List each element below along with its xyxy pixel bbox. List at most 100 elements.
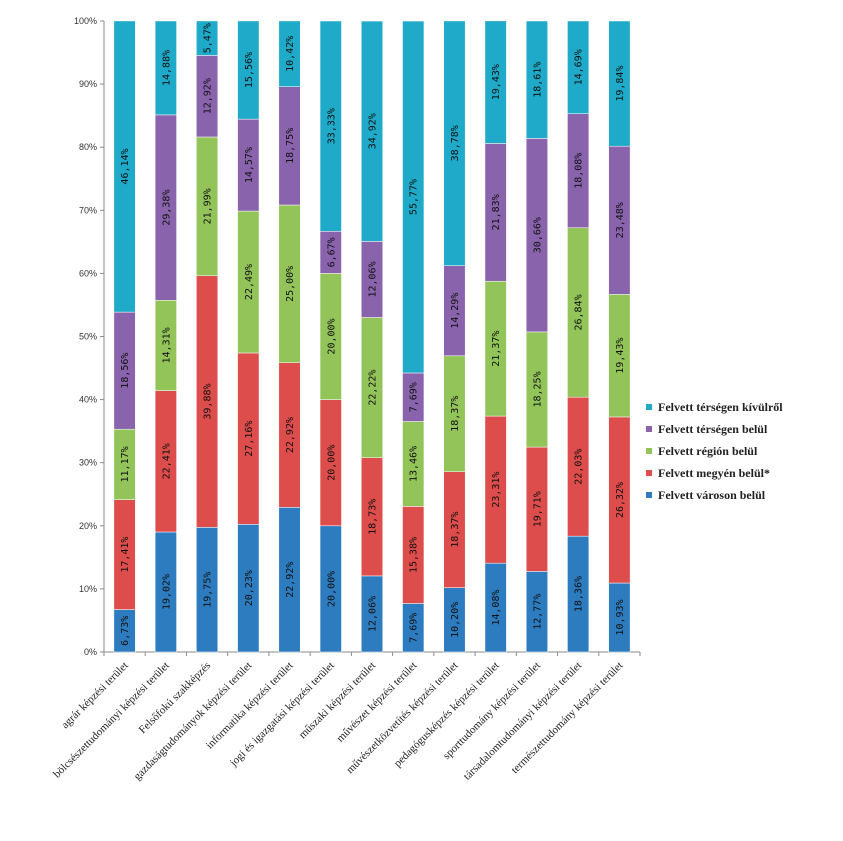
x-tick-label: műszaki képzési terület — [297, 660, 378, 741]
data-label: 21,37% — [491, 331, 502, 367]
y-tick-label: 30% — [79, 458, 97, 468]
chart-axes: 0% 10% 20% 30% 40% 50% 60% 70% 80% 90% 100% — [74, 16, 641, 657]
data-label: 18,25% — [532, 371, 543, 407]
chart-bars — [113, 20, 631, 653]
legend-item-label: Felvett régión belül — [658, 444, 758, 458]
data-label: 12,06% — [368, 596, 379, 632]
data-label: 25,00% — [285, 266, 296, 302]
y-tick-label: 100% — [74, 16, 97, 26]
bar-segment — [567, 20, 590, 114]
legend-item-label: Felvett városon belül — [658, 488, 766, 502]
y-tick-label: 90% — [79, 79, 97, 89]
data-label: 23,31% — [491, 472, 502, 508]
x-tick-label: agrár képzési terület — [59, 660, 131, 732]
data-label: 22,03% — [574, 449, 585, 485]
data-label: 19,43% — [615, 338, 626, 374]
data-label: 14,88% — [161, 50, 172, 86]
data-label: 7,69% — [409, 613, 420, 643]
y-tick-label: 20% — [79, 521, 97, 531]
data-label: 18,37% — [450, 512, 461, 548]
data-label: 30,66% — [532, 217, 543, 253]
data-label: 22,22% — [368, 370, 379, 406]
bar-segment — [443, 20, 466, 266]
data-label: 10,20% — [450, 602, 461, 638]
chart-data-labels: 6,73% 17,41% 11,17% 18,56% 46,14% 19,02% 22,41… — [120, 23, 626, 646]
data-label: 23,48% — [615, 202, 626, 238]
legend-swatch — [646, 492, 652, 498]
data-label: 18,75% — [285, 128, 296, 164]
y-tick-label: 10% — [79, 584, 97, 594]
data-label: 14,29% — [450, 293, 461, 329]
x-axis-tick-labels: agrár képzési területbölcsészettudományi… — [51, 660, 625, 783]
data-label: 18,37% — [450, 396, 461, 432]
legend-swatch — [646, 426, 652, 432]
data-label: 34,92% — [368, 113, 379, 149]
data-label: 18,56% — [120, 353, 131, 389]
data-label: 15,56% — [244, 52, 255, 88]
data-label: 20,23% — [244, 570, 255, 606]
data-label: 6,73% — [120, 616, 131, 646]
data-label: 20,00% — [326, 318, 337, 354]
data-label: 22,92% — [285, 562, 296, 598]
data-label: 10,93% — [615, 599, 626, 635]
data-label: 27,16% — [244, 421, 255, 457]
data-label: 18,36% — [574, 576, 585, 612]
y-tick-label: 70% — [79, 205, 97, 215]
legend-swatch — [646, 404, 652, 410]
data-label: 18,61% — [532, 62, 543, 98]
data-label: 26,32% — [615, 482, 626, 518]
y-tick-label: 40% — [79, 395, 97, 405]
x-tick-label: művészet képzési terület — [334, 660, 419, 745]
data-label: 33,33% — [326, 108, 337, 144]
data-label: 11,17% — [120, 446, 131, 482]
x-tick-label: Felsőfokú szakképzés — [137, 660, 214, 737]
data-label: 14,08% — [491, 590, 502, 626]
bar-segment — [402, 20, 425, 374]
data-label: 18,08% — [574, 153, 585, 189]
legend-swatch — [646, 470, 652, 476]
data-label: 21,83% — [491, 194, 502, 230]
data-label: 14,31% — [161, 327, 172, 363]
data-label: 18,73% — [368, 499, 379, 535]
data-label: 29,38% — [161, 190, 172, 226]
y-tick-label: 50% — [79, 332, 97, 342]
data-label: 6,67% — [326, 237, 337, 267]
bar-segment — [113, 20, 136, 313]
bar-segment — [484, 20, 507, 144]
data-label: 10,42% — [285, 36, 296, 72]
data-label: 20,00% — [326, 571, 337, 607]
bar-segment — [525, 20, 548, 139]
legend-item-label: Felvett térségen belül — [658, 422, 768, 436]
data-label: 14,69% — [574, 49, 585, 85]
y-tick-label: 60% — [79, 268, 97, 278]
data-label: 19,43% — [491, 64, 502, 100]
data-label: 12,77% — [532, 594, 543, 630]
y-tick-label: 0% — [84, 647, 97, 657]
legend-item-label: Felvett megyén belül* — [658, 466, 770, 480]
data-label: 19,02% — [161, 574, 172, 610]
data-label: 19,84% — [615, 66, 626, 102]
y-tick-label: 80% — [79, 142, 97, 152]
data-label: 13,46% — [409, 446, 420, 482]
data-label: 21,99% — [203, 188, 214, 224]
data-label: 38,78% — [450, 125, 461, 161]
legend-item-label: Felvett térségen kívülről — [658, 400, 783, 414]
bar-segment — [319, 20, 342, 232]
bar-segment — [361, 20, 383, 242]
bar-segment — [154, 20, 177, 116]
data-label: 46,14% — [120, 148, 131, 184]
data-label: 7,69% — [409, 382, 420, 412]
data-label: 12,92% — [203, 78, 214, 114]
data-label: 20,00% — [326, 445, 337, 481]
data-label: 15,38% — [409, 537, 420, 573]
data-label: 17,41% — [120, 537, 131, 573]
legend-swatch — [646, 448, 652, 454]
data-label: 19,75% — [203, 572, 214, 608]
bar-segment — [196, 20, 219, 56]
bar-segment — [608, 20, 631, 147]
data-label: 39,88% — [203, 383, 214, 419]
data-label: 22,49% — [244, 264, 255, 300]
data-label: 22,41% — [161, 443, 172, 479]
data-label: 14,57% — [244, 147, 255, 183]
